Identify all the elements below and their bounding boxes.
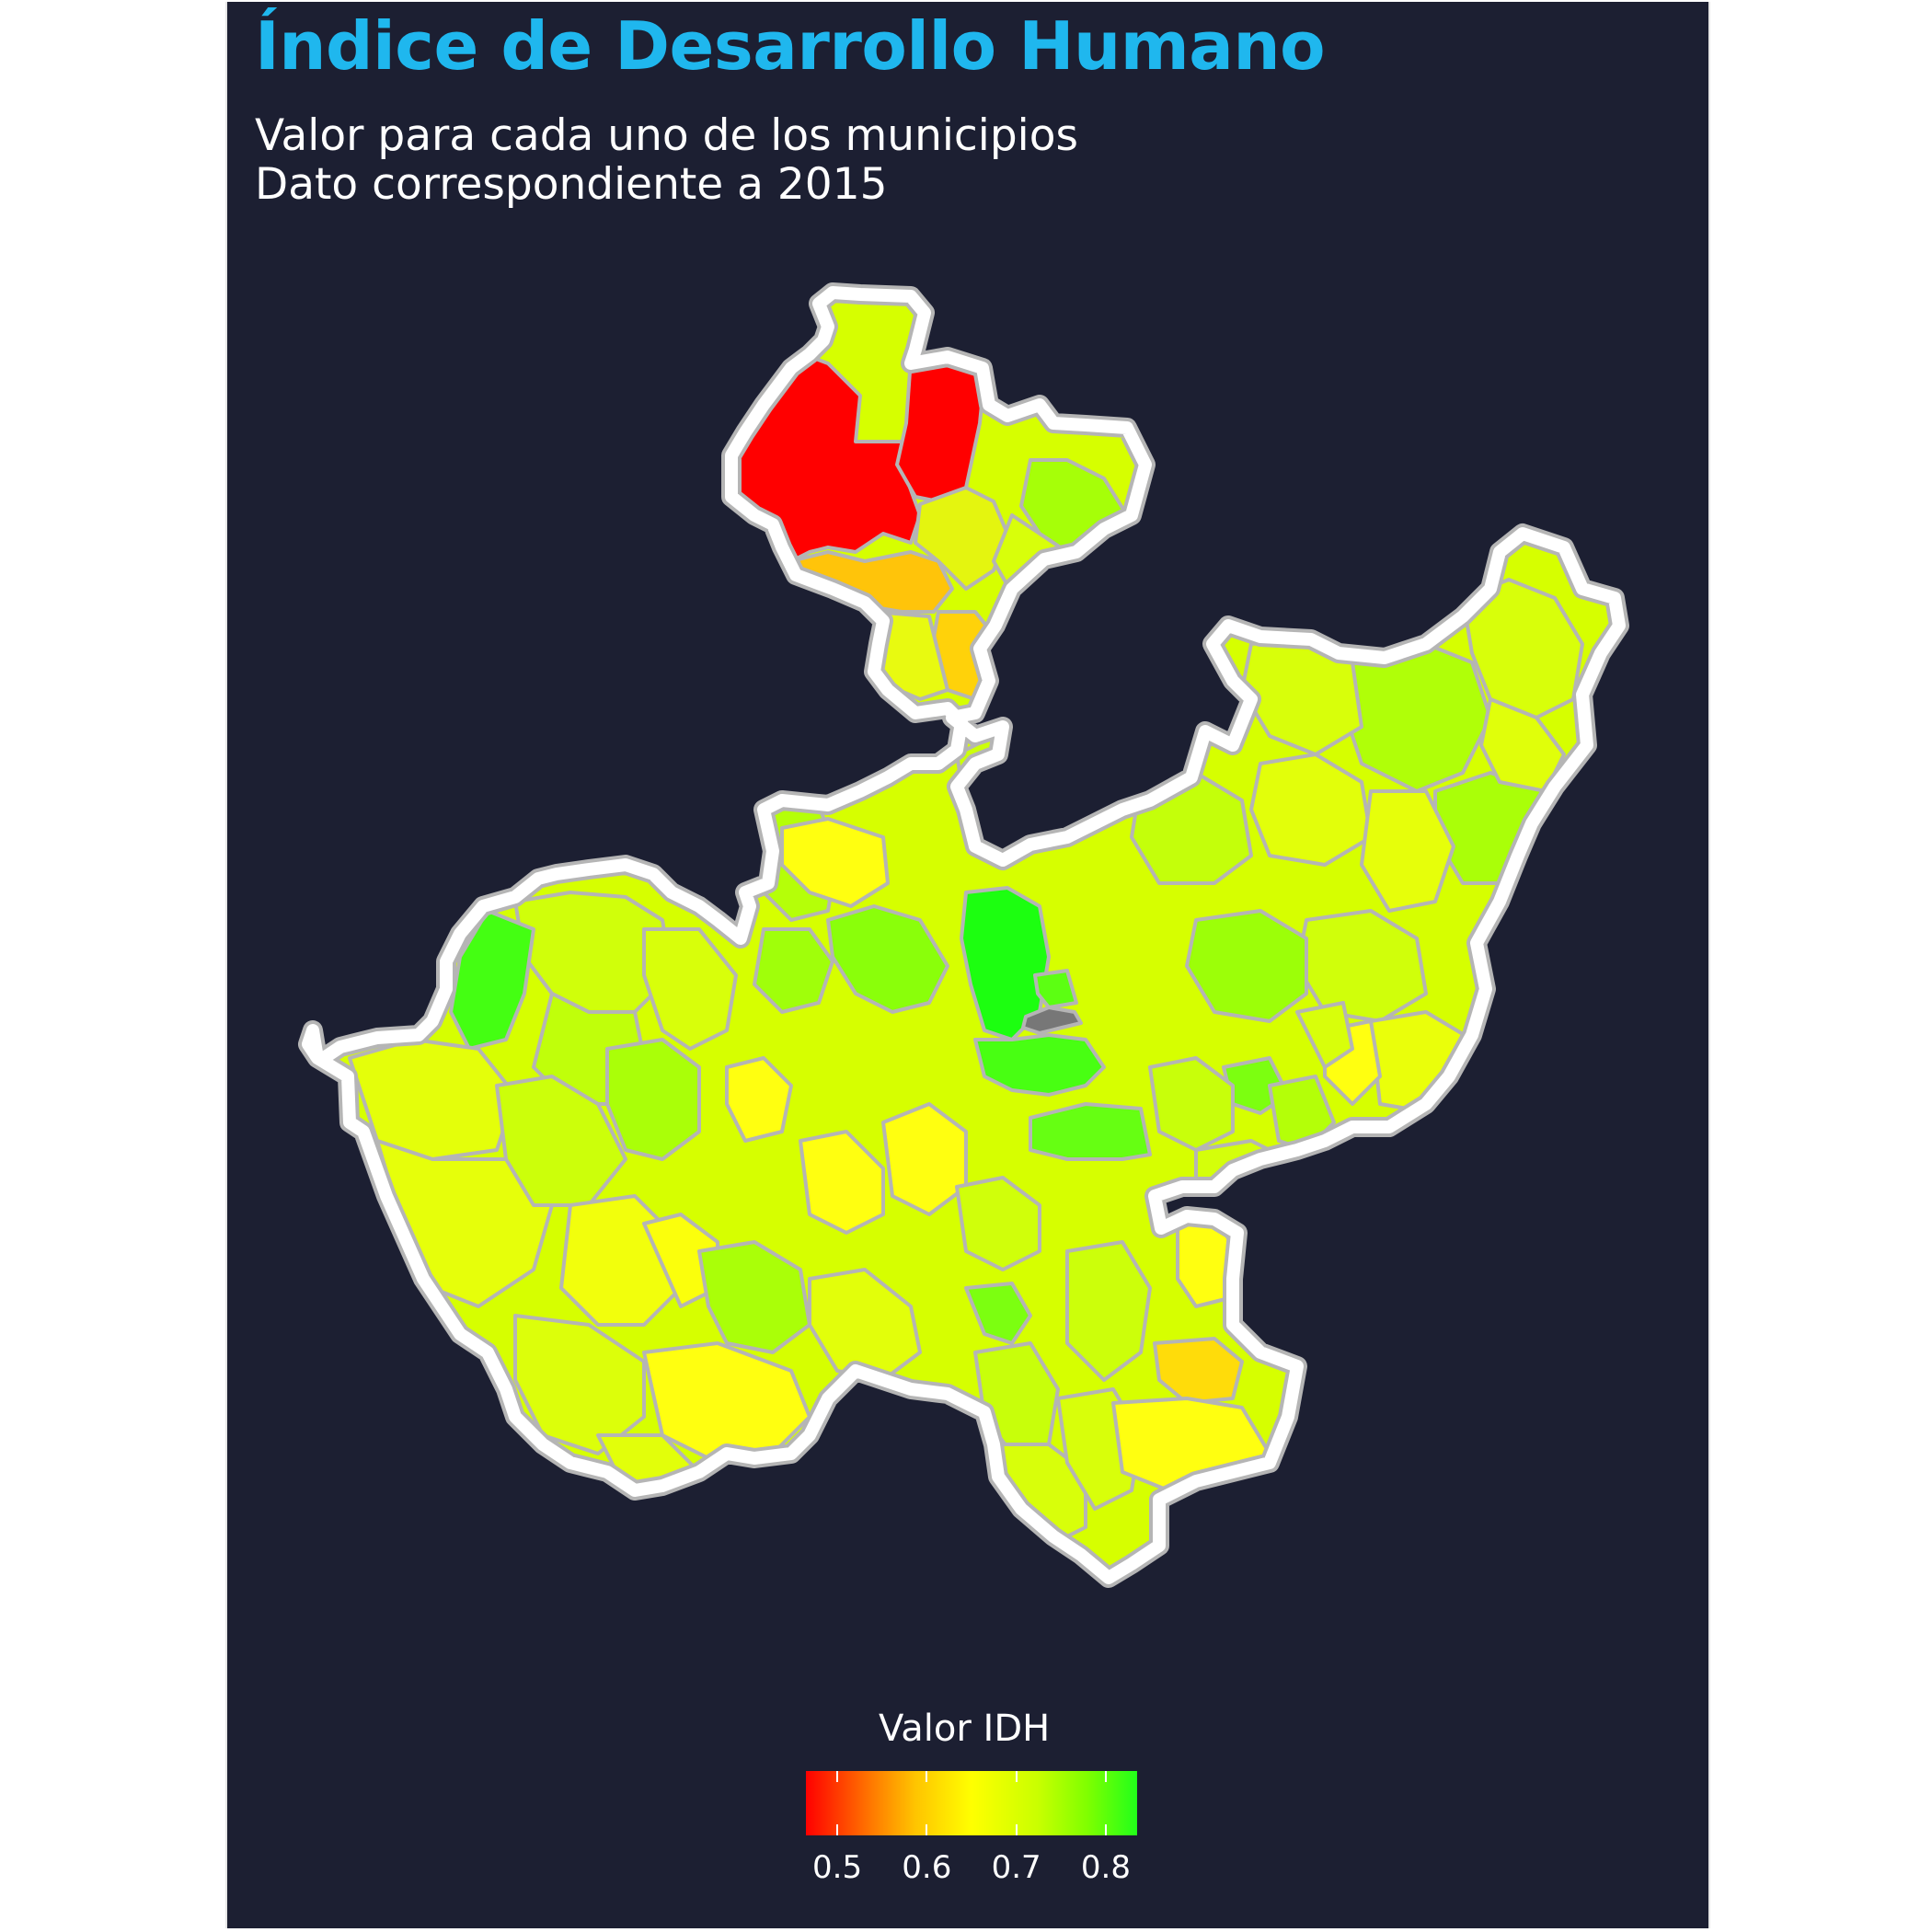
chart-title: Índice de Desarrollo Humano — [255, 7, 1326, 85]
municipality-ayotlan — [1295, 1001, 1354, 1069]
legend-tick-mark — [926, 1824, 928, 1835]
municipality-etzatlan — [725, 1056, 793, 1143]
legend-tick-label: 0.7 — [991, 1849, 1041, 1886]
legend-tick-label: 0.5 — [812, 1849, 863, 1886]
legend-tick-mark — [1104, 1771, 1107, 1782]
municipality-el-grullo — [799, 1130, 885, 1235]
municipality-ixtlahuacan — [1148, 1056, 1235, 1152]
municipality-san-martin — [780, 817, 890, 908]
municipality-tlajomulco — [1029, 1102, 1152, 1161]
municipality-puerto-vallarta — [449, 909, 535, 1051]
municipality-zapotlan — [1153, 1337, 1244, 1405]
legend-title: Valor IDH — [879, 1708, 1051, 1750]
municipality-sayula — [964, 1282, 1032, 1345]
municipality-atenguillo — [495, 1075, 627, 1207]
municipality-mixtlan — [605, 1038, 701, 1161]
municipality-tequila — [826, 904, 949, 1014]
municipality-tlaquepaque — [973, 1033, 1106, 1097]
legend-tick-mark — [1015, 1771, 1018, 1782]
legend-tick-label: 0.6 — [902, 1849, 952, 1886]
municipality-guachinango — [642, 927, 738, 1051]
municipality-ameca — [753, 927, 834, 1014]
legend-tick-mark — [1015, 1824, 1018, 1835]
municipality-tonala — [1033, 969, 1078, 1009]
chart-subtitle-line2: Dato correspondiente a 2015 — [255, 159, 888, 210]
municipality-union-de-tula — [697, 1240, 811, 1354]
municipality-tecolotlan — [881, 1102, 968, 1216]
municipality-jalostotitlan — [1249, 753, 1373, 867]
municipality-tepatitlan — [1185, 909, 1308, 1023]
legend-tick-mark — [926, 1771, 928, 1782]
municipality-casimiro-castillo — [642, 1341, 811, 1465]
legend-tick-mark — [836, 1824, 839, 1835]
municipality-totatiche — [914, 486, 1009, 591]
legend-tick-mark — [836, 1771, 839, 1782]
chart-subtitle-line1: Valor para cada uno de los municipios — [255, 110, 1078, 161]
municipality-san-juan — [1360, 789, 1455, 913]
municipality-atemajac — [955, 1176, 1041, 1271]
legend-tick-label: 0.8 — [1080, 1849, 1131, 1886]
legend-tick-mark — [1104, 1824, 1107, 1835]
municipality-tonila — [1065, 1240, 1152, 1382]
municipality-autlan — [808, 1268, 922, 1382]
legend-colorbar — [806, 1771, 1137, 1835]
